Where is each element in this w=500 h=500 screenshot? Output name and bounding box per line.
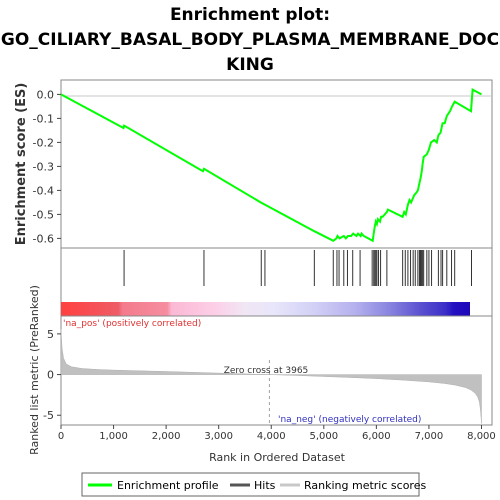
legend-box	[81, 472, 420, 497]
zero-cross-label: Zero cross at 3965	[224, 366, 309, 376]
x-tick-label: 4,000	[257, 431, 286, 442]
es-y-tick-label: -0.1	[33, 112, 54, 125]
hits-panel	[60, 247, 493, 317]
x-tick-label: 0	[58, 431, 64, 442]
title-line-1: Enrichment plot:	[170, 5, 330, 25]
x-tick-label: 5,000	[309, 431, 338, 442]
es-y-tick-label: -0.2	[33, 136, 54, 149]
x-tick-label: 2,000	[152, 431, 181, 442]
rank-x-ticks: 0 1,000 2,000 3,000 4,000 5,000 6,000 7,000 8,00…	[58, 425, 496, 442]
es-y-ticks: 0.0 -0.1 -0.2 -0.3 -0.4 -0.5 -0.6	[33, 88, 61, 245]
rank-heatmap-bar	[61, 302, 470, 316]
es-y-tick-label: -0.6	[33, 232, 54, 245]
legend-ranking-label: Ranking metric scores	[304, 479, 426, 492]
x-tick-label: 7,000	[415, 431, 444, 442]
es-y-tick-label: 0.0	[37, 88, 55, 101]
rank-y-ticks: 5 0 -5	[43, 328, 61, 422]
es-y-tick-label: -0.3	[33, 160, 54, 173]
x-tick-label: 1,000	[99, 431, 128, 442]
x-tick-label: 3,000	[204, 431, 233, 442]
legend-hits-label: Hits	[254, 479, 276, 492]
es-y-tick-label: -0.4	[33, 184, 54, 197]
ranking-metric-area	[60, 328, 482, 424]
es-y-tick-label: -0.5	[33, 208, 54, 221]
es-y-axis-label: Enrichment score (ES)	[14, 83, 29, 246]
legend: Enrichment profile Hits Ranking metric s…	[81, 472, 426, 497]
rank-y-tick-label: 5	[47, 328, 54, 341]
es-panel: 0.0 -0.1 -0.2 -0.3 -0.4 -0.5 -0.6 Enrichment s…	[14, 79, 493, 249]
pos-label: 'na_pos' (positively correlated)	[63, 319, 201, 329]
rank-y-tick-label: -5	[43, 409, 54, 422]
enrichment-profile-line	[60, 87, 482, 243]
title-line-3: KING	[226, 55, 274, 75]
x-tick-label: 8,000	[467, 431, 496, 442]
rank-y-axis-label: Ranked list metric (PreRanked)	[28, 285, 41, 455]
rank-x-axis-label: Rank in Ordered Dataset	[209, 451, 346, 464]
rank-y-tick-label: 0	[47, 369, 54, 382]
legend-enrichment-label: Enrichment profile	[117, 479, 219, 492]
hit-lines	[123, 250, 473, 286]
es-panel-frame	[60, 79, 493, 249]
neg-label: 'na_neg' (negatively correlated)	[278, 415, 421, 425]
chart-title: Enrichment plot: GO_CILIARY_BASAL_BODY_P…	[1, 5, 499, 75]
title-line-2: GO_CILIARY_BASAL_BODY_PLASMA_MEMBRANE_DO…	[1, 30, 499, 50]
x-tick-label: 6,000	[362, 431, 391, 442]
rank-panel: 5 0 -5 0 1,000 2,000 3,000 4,000 5,000 6,000 7,00…	[28, 285, 496, 464]
